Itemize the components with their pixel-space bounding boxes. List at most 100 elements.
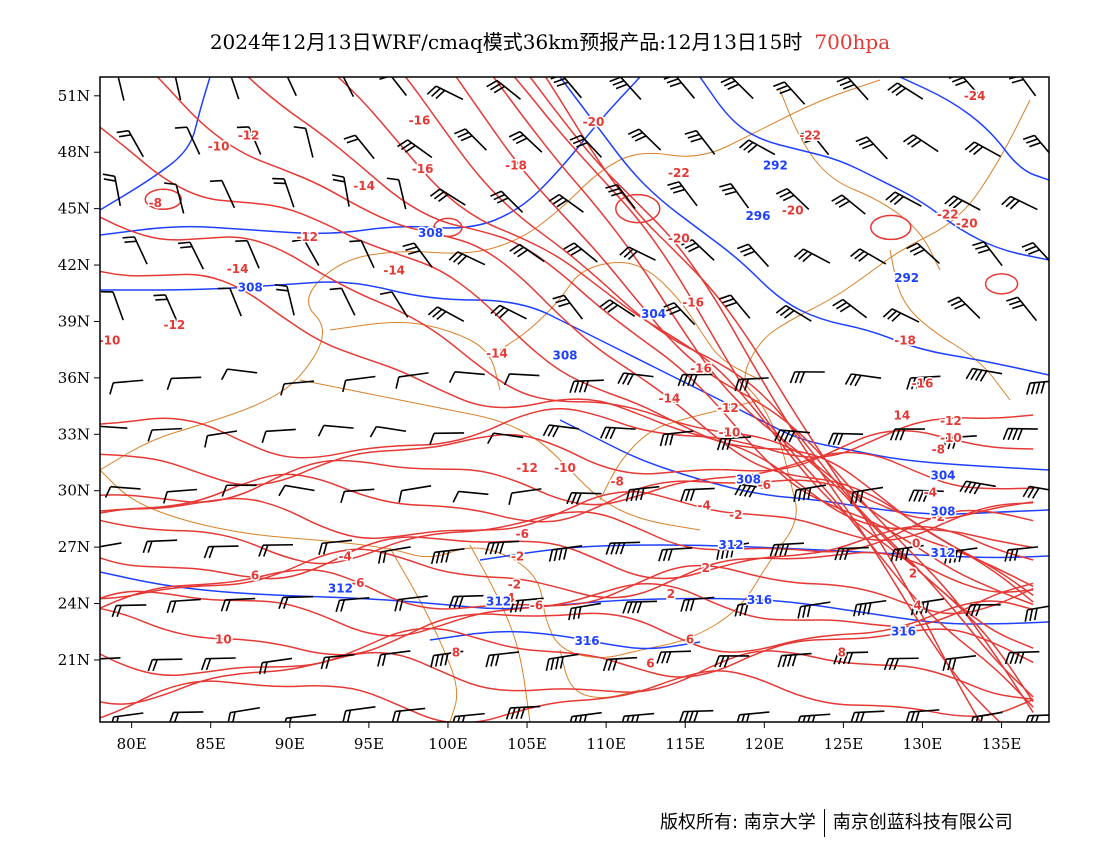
wind-barb [485,651,520,668]
temperature-contour [513,77,1034,708]
plot-border [99,76,1050,723]
temperature-label: -16 [682,296,704,310]
lon-tick-label: 130E [903,735,943,753]
boundary-line [100,99,1031,658]
wind-barb [972,241,1003,267]
lon-tick-label: 125E [824,735,864,753]
pressure-level-label: 700hpa [814,30,891,54]
height-label: 316 [575,634,600,648]
lon-tick-label: 85E [196,735,226,753]
wind-barb [448,594,484,609]
wind-barb [827,432,864,446]
wind-barb [1006,296,1038,322]
height-label: 304 [641,307,666,321]
wind-barb [261,428,296,444]
wind-barb [793,484,827,502]
wind-barb [484,540,520,555]
wind-barb [887,82,924,100]
temperature-label: -6 [516,527,529,541]
wind-barb [147,658,183,672]
wind-barb [834,546,869,561]
wind-barb [284,713,317,722]
wind-barb [100,542,122,548]
temperature-label: -20 [583,115,605,129]
wind-barb [448,371,485,383]
temperature-contour [404,77,1034,698]
wind-barb [681,239,715,261]
wind-barb [947,296,981,319]
wind-barb [1022,485,1049,499]
wind-barb [734,600,769,617]
wind-barb [627,128,662,151]
wind-barb [177,241,205,270]
wind-barb [658,547,693,562]
wind-barb [343,134,375,160]
wind-barb [942,654,977,671]
copyright-right: 南京创蓝科技有限公司 [832,812,1013,833]
wind-barb [486,79,522,100]
wind-barb [855,136,888,160]
temperature-label: 0 [912,536,920,550]
wind-barb [605,541,641,555]
temperature-label: 2 [909,566,917,580]
wind-barb [719,182,750,209]
wind-barb [716,436,752,451]
wind-barb [656,650,692,664]
temperature-label: 6 [646,657,654,671]
wind-barb [600,426,636,440]
temperature-label: 10 [215,632,232,646]
temperature-label: -10 [554,461,576,475]
wind-barb [111,712,144,722]
temperature-label: -4 [501,591,514,605]
wind-barb [798,130,830,156]
temperature-label: -12 [238,128,260,142]
wind-barb [736,243,770,268]
wind-barb [258,543,294,557]
wind-barb [429,432,465,445]
wind-barb [200,657,236,671]
temperature-contour [100,407,1034,459]
wind-barb [280,380,315,396]
wind-barb [844,373,882,387]
wind-barb [230,77,240,100]
wind-barb [509,243,545,263]
wind-barb [720,77,754,100]
lon-tick-label: 115E [665,735,705,753]
wind-barb [793,248,831,264]
lat-tick-label: 30N [58,482,90,500]
wind-barb [174,77,182,101]
temperature-label: -2 [511,550,524,564]
wind-barb [677,373,713,387]
lon-tick-label: 95E [354,735,384,753]
wind-barb [965,603,1001,617]
lat-tick-label: 33N [58,425,90,443]
temperature-label: -2 [932,510,945,524]
wind-barb [427,306,465,322]
temperature-label: -10 [940,431,962,445]
wind-barb [789,371,825,384]
wind-barb [1021,241,1049,262]
wind-barb [797,601,831,619]
wind-barb [569,134,603,158]
lon-tick-label: 110E [586,735,626,753]
temperature-contour [336,77,1034,649]
wind-barbs [100,77,1049,722]
height-label: 316 [747,593,772,607]
wind-barb [903,134,939,153]
wind-barb [545,653,579,671]
wind-barb [832,298,868,319]
lon-tick-label: 135E [982,735,1022,753]
temperature-label: -22 [799,128,821,142]
height-contour [100,281,1049,471]
temperature-label: -18 [505,158,527,172]
wind-barb [335,596,370,613]
height-contour [479,544,1049,561]
wind-barb [566,491,602,505]
temperature-label: -8 [611,474,624,488]
temperature-label: 2 [702,561,710,575]
temperature-label: -4 [338,550,351,564]
temperature-label: -4 [698,499,711,513]
wind-barb [395,372,429,389]
wind-barb [109,379,144,395]
wind-barb [736,711,770,722]
